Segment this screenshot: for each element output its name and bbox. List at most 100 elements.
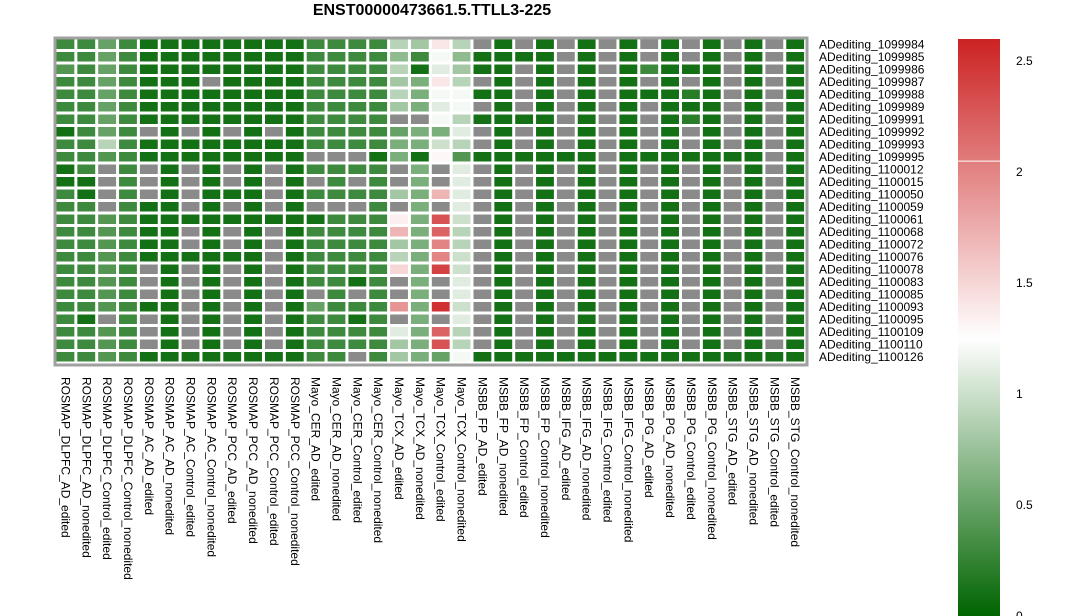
heatmap-cell xyxy=(327,152,346,162)
heatmap-cell xyxy=(786,52,805,62)
heatmap-cell xyxy=(77,77,96,87)
column-label: Mayo_TCX_Control_nonedited xyxy=(455,377,469,542)
heatmap-cell xyxy=(223,264,242,274)
heatmap-cell xyxy=(744,339,763,349)
heatmap-cell xyxy=(139,252,158,262)
column-label: Mayo_TCX_AD_nonedited xyxy=(413,377,427,520)
heatmap-cell xyxy=(744,289,763,299)
heatmap-cell xyxy=(536,77,554,87)
heatmap-cell xyxy=(348,89,367,99)
heatmap-cell xyxy=(536,302,554,312)
heatmap-cell xyxy=(494,252,513,262)
heatmap-cell xyxy=(682,227,700,237)
heatmap-cell xyxy=(139,152,158,162)
heatmap-cell xyxy=(244,127,262,137)
heatmap-cell xyxy=(452,102,471,112)
heatmap-cell xyxy=(765,77,784,87)
heatmap-cell xyxy=(515,102,534,112)
heatmap-cell xyxy=(348,202,367,212)
heatmap-cell xyxy=(661,77,679,87)
heatmap-cell xyxy=(598,214,617,224)
heatmap-cell xyxy=(473,189,492,199)
heatmap-cell xyxy=(181,289,200,299)
heatmap-cell xyxy=(515,339,534,349)
heatmap-cell xyxy=(306,277,325,287)
heatmap-cell xyxy=(390,277,408,287)
heatmap-cell xyxy=(536,189,554,199)
heatmap-cell xyxy=(160,352,179,362)
heatmap-cell xyxy=(390,114,408,124)
heatmap-cell xyxy=(640,252,659,262)
heatmap-cell xyxy=(327,139,346,149)
heatmap-cell xyxy=(598,52,617,62)
heatmap-cell xyxy=(744,239,763,249)
heatmap-cell xyxy=(244,89,262,99)
heatmap-cell xyxy=(410,102,429,112)
heatmap-cell xyxy=(410,352,429,362)
heatmap-cell xyxy=(327,114,346,124)
heatmap-cell xyxy=(56,264,75,274)
heatmap-cell xyxy=(577,264,596,274)
heatmap-cell xyxy=(77,352,96,362)
heatmap-cell xyxy=(431,114,450,124)
heatmap-cell xyxy=(661,352,679,362)
heatmap-cell xyxy=(723,139,742,149)
heatmap-cell xyxy=(515,77,534,87)
heatmap-cell xyxy=(56,152,75,162)
heatmap-cell xyxy=(202,164,221,174)
heatmap-cell xyxy=(619,264,638,274)
row-label: ADediting_1099992 xyxy=(819,125,925,139)
heatmap-cell xyxy=(285,64,304,74)
heatmap-cell xyxy=(285,89,304,99)
heatmap-cell xyxy=(244,227,262,237)
heatmap-cell xyxy=(598,289,617,299)
heatmap-cell xyxy=(682,239,700,249)
heatmap-cell xyxy=(244,139,262,149)
heatmap-cell xyxy=(577,77,596,87)
color-legend: 0 0.5 1 1.5 2 2.5 xyxy=(958,39,1033,616)
heatmap-cell xyxy=(640,264,659,274)
heatmap-cell xyxy=(327,302,346,312)
heatmap-cell xyxy=(202,102,221,112)
heatmap-cell xyxy=(327,314,346,324)
heatmap-cell xyxy=(223,52,242,62)
heatmap-cell xyxy=(181,64,200,74)
heatmap-cell xyxy=(119,177,137,187)
heatmap-cell xyxy=(306,114,325,124)
heatmap-cell xyxy=(285,152,304,162)
heatmap-cell xyxy=(515,189,534,199)
heatmap-cell xyxy=(139,214,158,224)
heatmap-cell xyxy=(56,239,75,249)
heatmap-cell xyxy=(494,102,513,112)
heatmap-cell xyxy=(598,239,617,249)
column-label: MSBB_PG_AD_edited xyxy=(642,377,656,498)
heatmap-cell xyxy=(56,52,75,62)
heatmap-cell xyxy=(494,264,513,274)
heatmap-cell xyxy=(181,339,200,349)
heatmap-cell xyxy=(139,227,158,237)
column-label: MSBB_IFG_AD_nonedited xyxy=(580,377,594,520)
heatmap-cell xyxy=(786,227,805,237)
heatmap-cell xyxy=(390,264,408,274)
column-label: Mayo_CER_Control_nonedited xyxy=(371,377,385,543)
heatmap-cell xyxy=(202,339,221,349)
heatmap-cell xyxy=(306,102,325,112)
column-labels: ROSMAP_DLPFC_AD_edited ROSMAP_DLPFC_AD_no… xyxy=(58,377,802,580)
heatmap-cell xyxy=(327,39,346,49)
heatmap-cell xyxy=(765,114,784,124)
heatmap-cell xyxy=(348,214,367,224)
column-label: ROSMAP_PCC_Control_edited xyxy=(267,377,281,546)
heatmap-cell xyxy=(98,139,117,149)
heatmap-cell xyxy=(473,227,492,237)
heatmap-cell xyxy=(119,327,137,337)
heatmap-cell xyxy=(265,277,283,287)
heatmap-cell xyxy=(285,314,304,324)
heatmap-cell xyxy=(536,152,554,162)
heatmap-cell xyxy=(160,264,179,274)
heatmap-cell xyxy=(98,327,117,337)
heatmap-cell xyxy=(765,264,784,274)
heatmap-cell xyxy=(765,302,784,312)
column-label: ROSMAP_DLPFC_Control_nonedited xyxy=(121,377,135,580)
column-label: ROSMAP_PCC_AD_nonedited xyxy=(246,377,260,544)
heatmap-cell xyxy=(536,289,554,299)
